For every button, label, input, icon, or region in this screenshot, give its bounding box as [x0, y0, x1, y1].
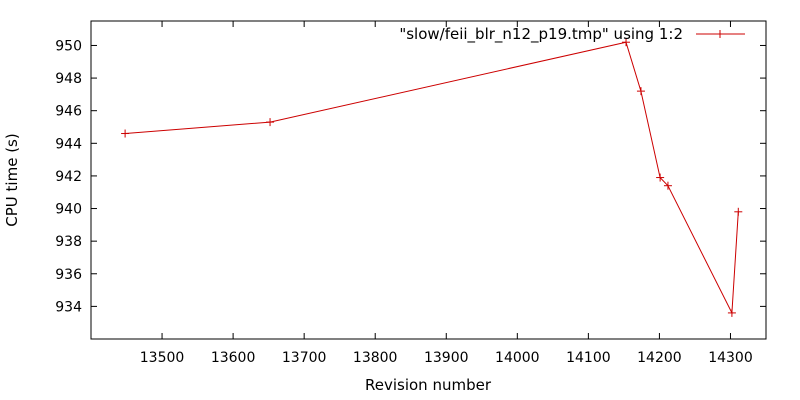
- x-tick-label: 14000: [495, 350, 540, 366]
- legend-plus-marker: [716, 30, 724, 38]
- legend: "slow/feii_blr_n12_p19.tmp" using 1:2: [399, 25, 745, 44]
- y-axis: 934 936 938 940 942 944 946 948 950: [55, 38, 766, 315]
- x-tick-label: 14300: [708, 350, 753, 366]
- y-tick-label: 934: [55, 299, 82, 315]
- y-tick-label: 944: [55, 136, 82, 152]
- x-tick-label: 13500: [140, 350, 185, 366]
- y-tick-label: 936: [55, 267, 82, 283]
- data-point: [622, 38, 631, 47]
- x-tick-label: 13800: [353, 350, 398, 366]
- y-tick-label: 940: [55, 202, 82, 218]
- legend-marker: [716, 30, 724, 38]
- y-tick-label: 948: [55, 71, 82, 87]
- y-tick-label: 946: [55, 104, 82, 120]
- series-layer: [121, 38, 743, 317]
- x-tick-label: 13900: [424, 350, 469, 366]
- x-tick-label: 14200: [637, 350, 682, 366]
- legend-label: "slow/feii_blr_n12_p19.tmp" using 1:2: [399, 25, 683, 44]
- x-tick-label: 14100: [566, 350, 611, 366]
- data-point: [636, 87, 645, 96]
- x-tick-label: 13700: [282, 350, 327, 366]
- x-axis: 13500 13600 13700 13800 13900 14000 14100 14200…: [140, 21, 753, 366]
- data-point: [727, 308, 736, 317]
- y-tick-label: 938: [55, 234, 82, 250]
- y-tick-label: 942: [55, 169, 82, 185]
- data-point: [121, 129, 130, 138]
- y-tick-label: 950: [55, 38, 82, 54]
- y-axis-label: CPU time (s): [3, 133, 21, 226]
- data-point: [734, 207, 743, 216]
- data-point: [656, 173, 665, 182]
- series-line: [125, 41, 739, 315]
- data-point: [663, 181, 672, 190]
- x-tick-label: 13600: [211, 350, 256, 366]
- data-point: [266, 118, 275, 127]
- x-axis-label: Revision number: [365, 376, 492, 394]
- plot-frame: [90, 20, 767, 340]
